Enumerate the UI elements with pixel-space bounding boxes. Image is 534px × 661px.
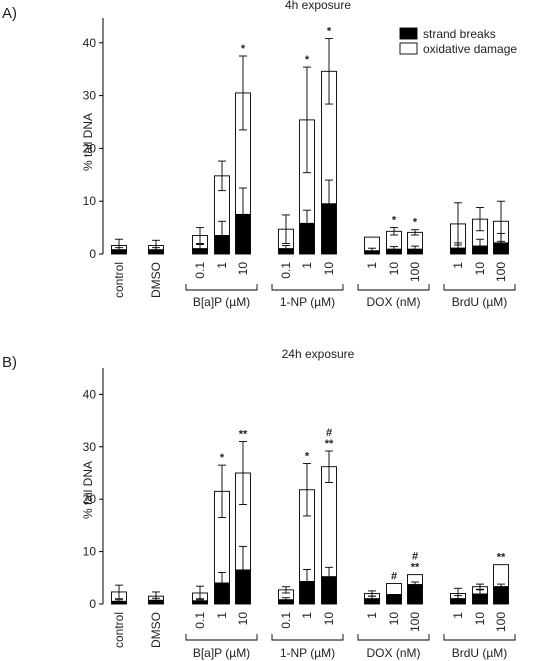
x-tick-label: 1 [365, 262, 379, 269]
group-label: BrdU (µM) [452, 646, 508, 660]
significance-marker: * [305, 451, 310, 463]
y-tick-label: 10 [83, 545, 97, 559]
x-tick-label: 1 [365, 612, 379, 619]
significance-marker: ** [239, 429, 248, 441]
y-tick-label: 10 [83, 194, 97, 208]
group-label: 1-NP (µM) [280, 646, 335, 660]
group-label: DOX (nM) [367, 295, 421, 309]
legend-swatch [399, 27, 418, 40]
x-tick-label: 0.1 [279, 262, 293, 279]
y-tick-label: 30 [83, 440, 97, 454]
x-tick-label: 10 [236, 612, 250, 626]
group-label: 1-NP (µM) [280, 295, 335, 309]
y-axis-title: % tail DNA [81, 461, 95, 519]
significance-marker: ** [411, 562, 420, 574]
bar-strand-breaks [386, 594, 402, 605]
y-tick-label: 20 [83, 141, 97, 155]
significance-marker: # [391, 571, 397, 583]
significance-marker: * [220, 452, 225, 464]
x-tick-label: 1 [451, 262, 465, 269]
significance-marker: ** [325, 438, 334, 450]
x-tick-label: 1 [300, 612, 314, 619]
significance-marker: * [241, 43, 246, 55]
x-tick-label: 10 [236, 262, 250, 276]
x-tick-label: 0.1 [193, 262, 207, 279]
group-bracket [185, 634, 258, 641]
y-tick-label: 30 [83, 89, 97, 103]
bar-oxidative-damage [321, 466, 337, 578]
x-tick-label: 1 [300, 262, 314, 269]
group-label: B[a]P (µM) [193, 646, 250, 660]
y-tick-label: 20 [83, 492, 97, 506]
significance-marker: * [305, 54, 310, 66]
group-bracket [443, 284, 516, 291]
panel-letter: B) [2, 354, 17, 371]
significance-marker: # [412, 551, 418, 563]
x-tick-label: 100 [408, 262, 422, 282]
panel-a: A) 4h exposure 0 10 20 30 40 % tail DNA control D… [2, 0, 517, 309]
y-axis-title: % tail DNA [81, 113, 95, 171]
x-tick-label: 100 [494, 262, 508, 282]
group-label: B[a]P (µM) [193, 295, 250, 309]
significance-marker: * [392, 215, 397, 227]
significance-marker: * [413, 217, 418, 229]
significance-marker: ** [497, 552, 506, 564]
x-tick-label: control [112, 612, 126, 648]
panel-title: 4h exposure [285, 0, 351, 12]
x-tick-label: 10 [387, 262, 401, 276]
group-bracket [271, 634, 344, 641]
x-tick-label: 1 [215, 262, 229, 269]
group-bracket [185, 284, 258, 291]
panel-letter: A) [2, 5, 17, 22]
x-tick-label: 10 [473, 612, 487, 626]
y-tick-label: 0 [89, 247, 96, 261]
bar-oxidative-damage [493, 564, 509, 588]
panel-title: 24h exposure [282, 347, 355, 361]
significance-marker: * [327, 26, 332, 38]
group-bracket [357, 284, 430, 291]
panel-b: B) 24h exposure 0 10 20 30 40 % tail DNA control… [2, 347, 516, 660]
y-tick-label: 40 [83, 36, 97, 50]
legend-label: oxidative damage [423, 42, 517, 56]
x-tick-label: 100 [408, 612, 422, 632]
legend-label: strand breaks [423, 27, 496, 41]
x-tick-label: 10 [322, 612, 336, 626]
x-tick-label: 0.1 [279, 612, 293, 629]
x-tick-label: 10 [387, 612, 401, 626]
x-tick-label: control [112, 262, 126, 298]
x-tick-label: 10 [322, 262, 336, 276]
x-tick-label: DMSO [149, 612, 163, 648]
y-tick-label: 0 [89, 597, 96, 611]
x-tick-label: 1 [451, 612, 465, 619]
x-tick-label: DMSO [149, 262, 163, 298]
group-label: BrdU (µM) [452, 295, 508, 309]
x-tick-label: 100 [494, 612, 508, 632]
x-tick-label: 1 [215, 612, 229, 619]
significance-marker: # [326, 427, 332, 439]
legend-swatch [399, 42, 418, 55]
x-tick-label: 0.1 [193, 612, 207, 629]
group-label: DOX (nM) [367, 646, 421, 660]
y-tick-label: 40 [83, 387, 97, 401]
group-bracket [271, 284, 344, 291]
x-tick-label: 10 [473, 262, 487, 276]
group-bracket [443, 634, 516, 641]
group-bracket [357, 634, 430, 641]
bar-oxidative-damage [386, 583, 402, 596]
